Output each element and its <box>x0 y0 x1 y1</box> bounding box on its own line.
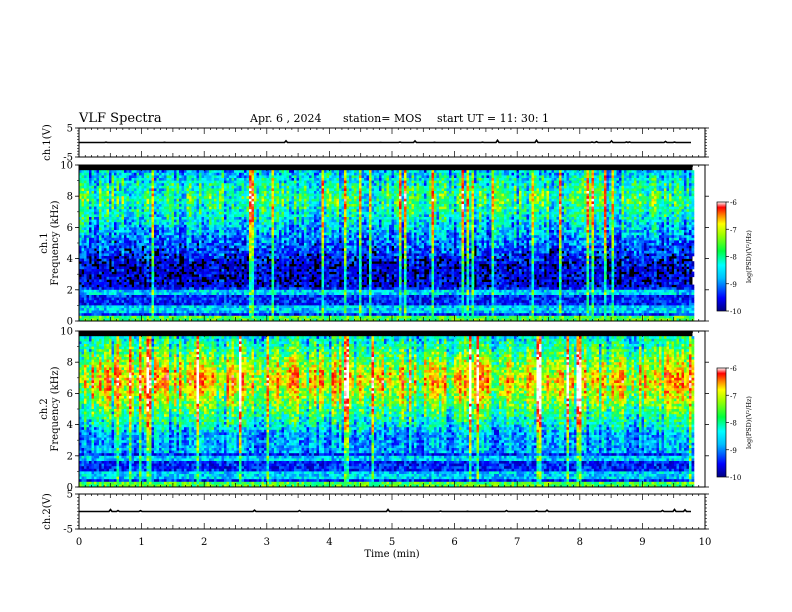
x-tick-label: 6 <box>451 537 457 548</box>
x-tick-label: 9 <box>639 537 645 548</box>
colorbar-tick-label: -6 <box>730 365 737 373</box>
y-tick-label: 2 <box>67 285 73 296</box>
y-tick-label: 6 <box>67 389 73 400</box>
y-tick-label: 6 <box>67 223 73 234</box>
x-tick-label: 2 <box>201 537 207 548</box>
spectrogram-channel-2-spectrogram <box>79 336 694 487</box>
y-tick-label: 4 <box>67 254 73 265</box>
colorbar-gradient <box>717 368 726 477</box>
voltage-trace <box>79 140 691 142</box>
colorbar-tick-label: -9 <box>730 447 737 455</box>
y-tick-label: 2 <box>67 451 73 462</box>
spectrogram-channel-1-spectrogram <box>79 170 694 321</box>
x-axis-label: Time (min) <box>364 549 419 560</box>
x-tick-label: 10 <box>699 537 712 548</box>
colorbar-tick-label: -7 <box>730 226 737 234</box>
y-tick-label: 10 <box>60 161 73 172</box>
x-tick-label: 3 <box>264 537 270 548</box>
colorbar-label: log(PSD)(V²/Hz) <box>745 230 753 283</box>
x-tick-label: 5 <box>389 537 395 548</box>
colorbar-tick-label: -6 <box>730 199 737 207</box>
x-tick-label: 7 <box>514 537 520 548</box>
y-axis-label: Frequency (kHz) <box>50 366 61 451</box>
colorbar-tick-label: -9 <box>730 281 737 289</box>
panel-channel-2-voltage: 5-5ch.2(V) <box>42 490 709 536</box>
x-tick-label: 8 <box>577 537 583 548</box>
colorbar-channel-1-spectrogram: -6 -7 -8 -9 -10 log(PSD)(V²/Hz) <box>717 199 753 316</box>
y-tick-label: -5 <box>63 525 73 536</box>
x-tick-label: 1 <box>138 537 144 548</box>
y-axis-label: ch.2(V) <box>42 493 53 530</box>
y-tick-label: 8 <box>67 192 73 203</box>
colorbar-tick-label: -8 <box>730 420 737 428</box>
y-tick-label: 4 <box>67 420 73 431</box>
y-tick-label: 0 <box>67 483 73 494</box>
colorbar-channel-2-spectrogram: -6 -7 -8 -9 -10 log(PSD)(V²/Hz) <box>717 365 753 482</box>
panel-channel-1-voltage: 5-5ch.1(V) <box>42 124 709 164</box>
colorbar-gradient <box>717 202 726 311</box>
y-tick-label: 10 <box>60 327 73 338</box>
colorbar-tick-label: -7 <box>730 392 737 400</box>
x-axis: 0 1 2 3 4 5 6 7 8 9 10 Time (min) <box>76 537 712 560</box>
voltage-trace <box>79 510 691 512</box>
x-tick-label: 4 <box>326 537 332 548</box>
y-axis-label: ch.1(V) <box>42 124 53 161</box>
y-axis-label: Frequency (kHz) <box>50 200 61 285</box>
channel-label: ch.2 <box>39 398 50 420</box>
x-tick-label: 0 <box>76 537 82 548</box>
colorbar-tick-label: -10 <box>730 308 741 316</box>
colorbar-tick-label: -10 <box>730 474 741 482</box>
colorbar-label: log(PSD)(V²/Hz) <box>745 396 753 449</box>
channel-label: ch.1 <box>39 232 50 254</box>
colorbar-tick-label: -8 <box>730 254 737 262</box>
y-tick-label: 5 <box>67 124 73 135</box>
y-tick-label: 8 <box>67 358 73 369</box>
